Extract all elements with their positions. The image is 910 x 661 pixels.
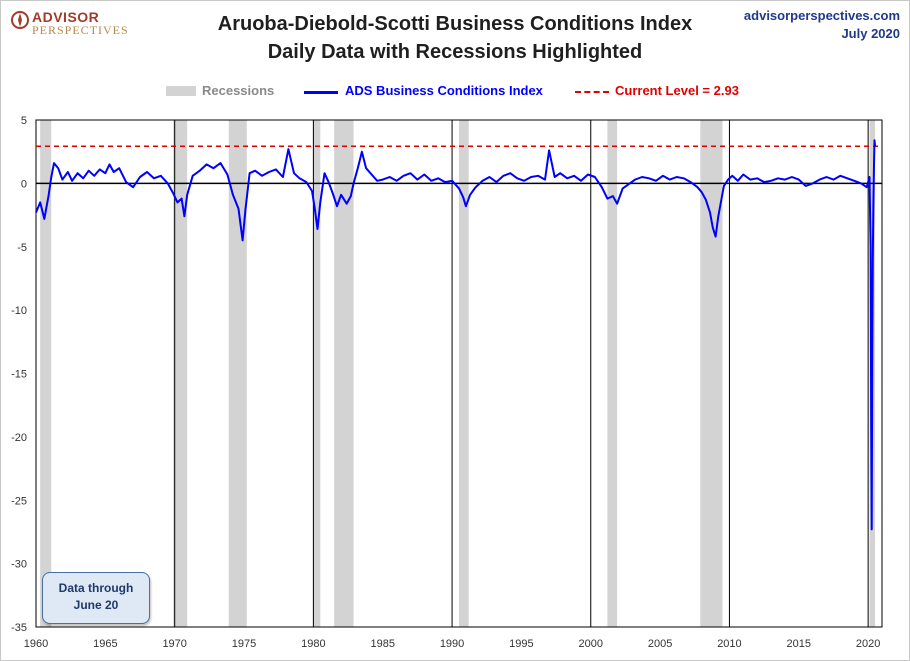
legend-recession-swatch [166, 86, 196, 96]
recession-band-3 [313, 120, 321, 627]
x-tick-label: 2010 [717, 638, 741, 650]
y-tick-label: -20 [11, 432, 27, 444]
y-tick-label: -5 [17, 242, 27, 254]
x-tick-label: 2005 [648, 638, 672, 650]
legend-recessions-label: Recessions [202, 83, 275, 98]
recession-band-6 [607, 120, 618, 627]
ads-index-line [35, 139, 877, 531]
x-tick-label: 1990 [440, 638, 464, 650]
y-tick-label: 0 [21, 178, 27, 190]
publish-date: July 2020 [841, 26, 900, 41]
recession-band-7 [700, 120, 723, 627]
y-tick-label: -30 [11, 559, 27, 571]
x-tick-label: 2020 [856, 638, 880, 650]
recession-band-0 [40, 120, 52, 627]
recession-band-1 [173, 120, 188, 627]
x-tick-label: 2000 [579, 638, 603, 650]
x-tick-label: 1995 [509, 638, 533, 650]
recession-band-2 [228, 120, 247, 627]
recession-band-5 [459, 120, 469, 627]
logo-line1: ADVISOR [32, 9, 100, 25]
chart-subtitle: Daily Data with Recessions Highlighted [267, 41, 643, 63]
legend: Recessions ADS Business Conditions Index… [0, 83, 910, 101]
x-tick-label: 1960 [24, 638, 48, 650]
legend-current-swatch [575, 91, 609, 93]
x-tick-label: 1980 [301, 638, 325, 650]
plot-border [35, 119, 883, 628]
compass-icon [11, 11, 29, 29]
site-url: advisorperspectives.com [743, 8, 900, 23]
note-line1: Data through [58, 581, 134, 595]
note-line2: June 20 [73, 598, 119, 612]
y-tick-label: -25 [11, 495, 27, 507]
x-tick-label: 1985 [370, 638, 394, 650]
y-tick-label: -10 [11, 305, 27, 317]
legend-current-label: Current Level = 2.93 [615, 83, 739, 98]
data-through-note: Data through June 20 [42, 572, 150, 624]
legend-series-label: ADS Business Conditions Index [345, 83, 543, 98]
x-tick-label: 1975 [232, 638, 256, 650]
y-tick-label: -15 [11, 369, 27, 381]
x-tick-label: 1970 [162, 638, 186, 650]
x-tick-label: 1965 [93, 638, 117, 650]
x-tick-label: 2015 [787, 638, 811, 650]
y-tick-label: 5 [21, 115, 27, 127]
recession-band-4 [334, 120, 354, 627]
legend-series-swatch [304, 91, 338, 94]
advisor-perspectives-logo: ADVISOR PERSPECTIVES [10, 8, 140, 38]
logo-line2: PERSPECTIVES [32, 23, 129, 37]
y-tick-label: -35 [11, 622, 27, 634]
chart-title: Aruoba-Diebold-Scotti Business Condition… [217, 13, 693, 35]
